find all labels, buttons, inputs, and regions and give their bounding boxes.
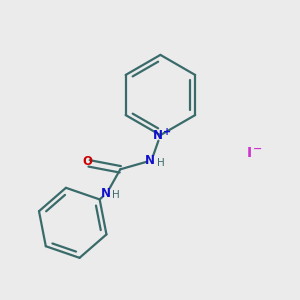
Text: −: − — [253, 143, 262, 154]
Text: I: I — [247, 146, 252, 160]
Text: N: N — [100, 187, 110, 200]
Text: N: N — [145, 154, 155, 167]
Text: N: N — [153, 129, 163, 142]
Text: H: H — [112, 190, 120, 200]
Text: +: + — [163, 127, 171, 136]
Text: H: H — [157, 158, 164, 168]
Text: O: O — [82, 155, 93, 168]
